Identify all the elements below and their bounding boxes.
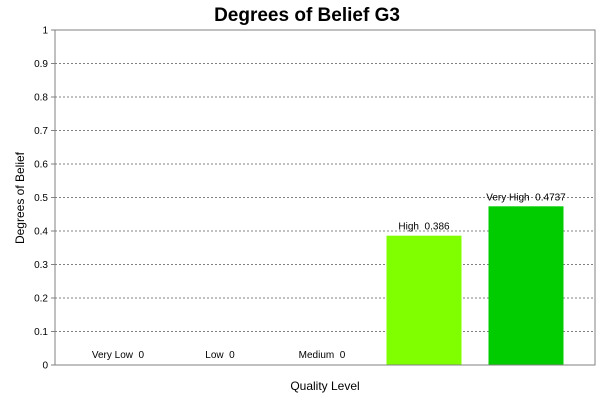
y-tick-label: 0.4 <box>34 227 48 238</box>
grid-lines <box>55 63 595 332</box>
chart-title: Degrees of Belief G3 <box>214 5 400 26</box>
data-label: High 0.386 <box>398 222 450 233</box>
y-tick-label: 0.1 <box>34 327 48 338</box>
y-tick-label: 0.6 <box>34 160 48 171</box>
bar-high <box>386 235 462 365</box>
data-label: Very Low 0 <box>92 350 145 361</box>
y-tick-label: 0.9 <box>34 59 48 70</box>
x-axis-label: Quality Level <box>290 379 359 393</box>
bars <box>386 206 564 365</box>
data-label: Very High 0.4737 <box>486 192 566 203</box>
data-label: Medium 0 <box>299 350 346 361</box>
plot-area-border <box>54 29 596 366</box>
y-axis-label: Degrees of Belief <box>13 151 27 244</box>
y-tick-label: 0.8 <box>34 93 48 104</box>
y-tick-labels: 0 0.1 0.2 0.3 0.4 0.5 0.6 0.7 0.8 0.9 1 <box>34 26 55 372</box>
y-tick-label: 0.3 <box>34 260 48 271</box>
y-tick-label: 0 <box>42 361 48 372</box>
y-tick-label: 0.5 <box>34 193 48 204</box>
y-tick-label: 0.2 <box>34 294 48 305</box>
y-tick-label: 0.7 <box>34 126 48 137</box>
data-labels: Very Low 0 Low 0 Medium 0 High 0.386 Very Hi… <box>92 192 566 361</box>
bar-very-high <box>488 206 564 365</box>
data-label: Low 0 <box>205 350 235 361</box>
y-tick-label: 1 <box>42 26 48 37</box>
